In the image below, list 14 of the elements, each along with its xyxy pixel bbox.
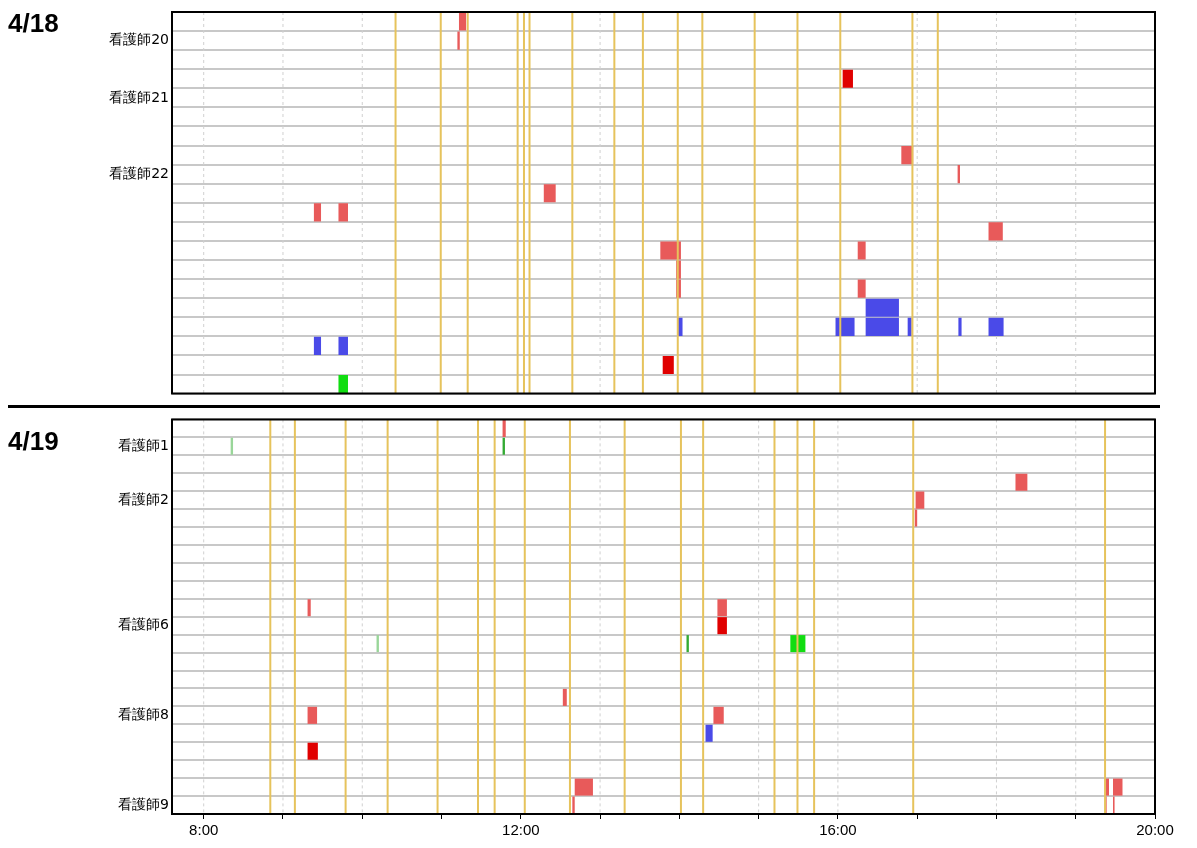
y-tick-label: 看護師6 bbox=[118, 616, 170, 633]
x-tick-label: 20:00 bbox=[1136, 821, 1174, 839]
x-tick-label: 16:00 bbox=[819, 821, 857, 839]
y-tick-label: 看護師8 bbox=[118, 705, 169, 722]
y-tick-label: 看護師22 bbox=[109, 164, 169, 181]
y-tick-label: 看護師20 bbox=[109, 31, 169, 48]
x-tick-label: 12:00 bbox=[502, 821, 540, 839]
chart-title: 4/19 bbox=[8, 426, 59, 457]
y-tick-label: 看護師21 bbox=[109, 88, 169, 105]
chart-title: 4/18 bbox=[8, 8, 59, 39]
x-tick-label: 8:00 bbox=[189, 821, 219, 839]
y-tick-label: 看護師2 bbox=[118, 490, 169, 507]
y-tick-label: 看護師9 bbox=[118, 795, 169, 812]
y-tick-label: 看護師1 bbox=[118, 436, 169, 453]
